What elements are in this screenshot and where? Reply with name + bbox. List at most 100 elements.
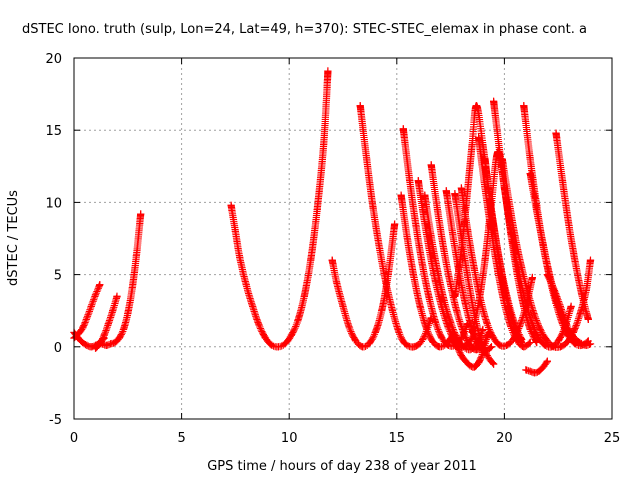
series-26 (552, 129, 592, 323)
x-axis-title: GPS time / hours of day 238 of year 2011 (207, 459, 477, 474)
data-point (511, 325, 519, 334)
y-tick-label: 0 (54, 341, 62, 356)
data-point (128, 285, 136, 293)
data-point (352, 337, 360, 345)
data-point (526, 367, 534, 375)
data-point (569, 333, 577, 341)
data-point (438, 334, 446, 342)
data-point (459, 343, 468, 351)
data-point (530, 311, 539, 319)
data-point (526, 155, 534, 163)
data-point (425, 294, 433, 302)
data-point (369, 204, 377, 212)
data-point (567, 302, 575, 310)
data-point (447, 318, 455, 326)
data-point (107, 340, 115, 348)
data-point (520, 343, 528, 351)
series-20 (481, 155, 526, 347)
data-point (483, 320, 491, 328)
data-point (434, 207, 442, 215)
series-17 (457, 184, 536, 350)
data-point (249, 302, 257, 310)
data-point (442, 340, 450, 348)
data-point (554, 337, 562, 345)
data-point (543, 337, 551, 345)
data-point (111, 338, 119, 347)
data-point (453, 308, 461, 316)
data-point (382, 279, 390, 287)
data-point (345, 324, 354, 332)
data-point (391, 220, 399, 228)
data-point (584, 315, 592, 323)
data-point (464, 227, 472, 235)
data-point (496, 151, 504, 159)
data-point (401, 340, 409, 348)
data-point (358, 343, 366, 351)
data-point (453, 343, 461, 351)
data-point (332, 278, 341, 286)
data-point (399, 125, 407, 133)
data-point (320, 141, 328, 149)
data-point (91, 344, 100, 352)
data-point (526, 169, 534, 178)
data-point (419, 262, 427, 270)
data-point (490, 360, 498, 368)
data-point (339, 302, 347, 310)
data-point (565, 221, 573, 230)
axis-ticks (73, 57, 613, 420)
data-point (470, 265, 478, 273)
data-point (406, 177, 414, 185)
data-point (404, 236, 412, 244)
data-point (550, 343, 558, 351)
data-point (520, 102, 528, 110)
y-tick-label: 5 (54, 269, 62, 284)
data-point (505, 195, 513, 204)
data-point (457, 351, 465, 360)
data-point (563, 338, 571, 347)
data-point (552, 129, 560, 137)
data-point (449, 230, 457, 238)
data-point (457, 184, 465, 192)
data-point (378, 307, 386, 315)
series-5 (227, 67, 332, 351)
data-point (274, 343, 282, 351)
x-tick-label: 10 (281, 431, 298, 446)
data-point (556, 343, 564, 351)
data-point (104, 320, 112, 328)
data-point (453, 334, 461, 342)
data-point (102, 341, 110, 349)
data-point (576, 311, 584, 319)
data-point (124, 310, 132, 318)
data-point (434, 268, 442, 276)
data-point (227, 201, 235, 209)
data-point (522, 366, 530, 374)
data-point (466, 341, 474, 349)
data-point (268, 341, 276, 349)
data-point (528, 273, 536, 282)
y-axis-title: dSTEC / TECUs (6, 190, 21, 286)
data-point (449, 337, 457, 345)
data-point (242, 281, 250, 289)
grid-lines (74, 58, 612, 419)
data-point (475, 133, 483, 141)
data-point (462, 301, 470, 309)
data-point (83, 341, 91, 349)
x-tick-label: 0 (70, 431, 78, 446)
data-point (586, 340, 595, 348)
data-point (475, 299, 483, 308)
y-tick-label: -5 (49, 413, 62, 428)
data-point (414, 177, 422, 185)
data-point (427, 233, 435, 241)
data-point (100, 331, 108, 339)
data-point (479, 325, 487, 334)
data-point (576, 338, 584, 347)
data-point (571, 259, 579, 267)
series-3 (98, 210, 145, 349)
data-point (313, 206, 321, 214)
data-point (498, 273, 506, 282)
data-point (79, 324, 87, 332)
data-point (371, 328, 379, 336)
data-point (578, 291, 586, 299)
data-point (479, 349, 487, 357)
data-point (119, 325, 128, 334)
